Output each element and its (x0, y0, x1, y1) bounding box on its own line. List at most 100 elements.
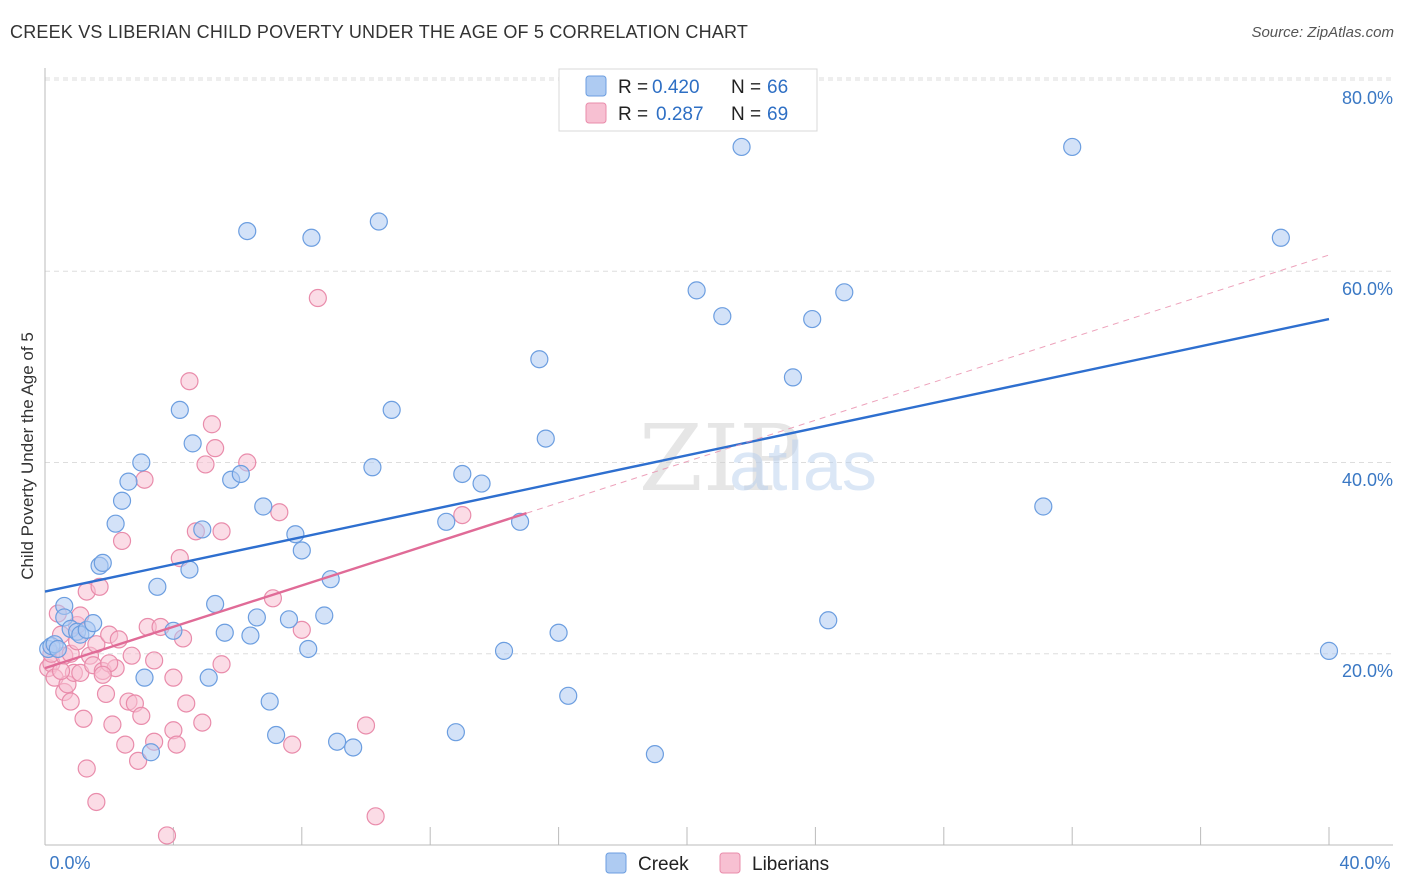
creek-point (93, 553, 112, 573)
liberians-point (157, 826, 177, 845)
liberians-point (206, 439, 225, 458)
creek-series (39, 137, 1339, 764)
creek-point (48, 639, 67, 659)
bottom-legend: Creek Liberians (605, 852, 829, 875)
creek-point (148, 577, 167, 596)
creek-point (260, 692, 279, 711)
liberians-point (135, 470, 154, 489)
liberians-point (308, 288, 327, 308)
liberians-point (193, 713, 212, 732)
creek-point (84, 614, 103, 633)
axes (44, 68, 1393, 846)
trend-lines (44, 254, 1330, 670)
creek-point (536, 429, 555, 448)
creek-point (803, 309, 822, 329)
bottom-legend-label-liberians: Liberians (752, 854, 829, 875)
creek-point (328, 732, 347, 751)
liberians-point (292, 620, 311, 639)
watermark-atlas: atlas (729, 427, 877, 505)
legend-n-label-creek: N = (731, 77, 761, 98)
legend-n-value-creek: 66 (767, 77, 788, 98)
liberians-trend-extension (526, 254, 1330, 514)
legend-r-value-creek: 0.420 (652, 77, 700, 98)
creek-point (231, 464, 250, 484)
y-tick-label-60: 60.0% (1342, 279, 1393, 299)
creek-point (315, 606, 334, 625)
creek-point (1063, 137, 1082, 157)
creek-point (106, 514, 125, 533)
creek-point (292, 541, 311, 560)
x-axis-ticks (44, 827, 1330, 845)
creek-point (254, 497, 273, 516)
creek-point (132, 453, 151, 472)
liberians-series (39, 288, 472, 845)
y-tick-label-20: 20.0% (1342, 661, 1393, 681)
creek-point (135, 668, 154, 687)
creek-point (1319, 641, 1339, 660)
creek-point (238, 221, 257, 241)
creek-point (241, 626, 260, 645)
liberians-point (122, 646, 141, 665)
creek-point (687, 281, 706, 300)
liberians-point (212, 522, 231, 541)
liberians-point (87, 792, 106, 812)
creek-point (344, 738, 363, 757)
creek-point (732, 137, 751, 157)
creek-point (363, 458, 382, 477)
y-tick-label-80: 80.0% (1342, 88, 1393, 108)
chart-title: CREEK VS LIBERIAN CHILD POVERTY UNDER TH… (10, 22, 749, 42)
liberians-point (212, 655, 231, 674)
creek-point (819, 611, 838, 630)
liberians-point (61, 692, 80, 711)
creek-point (180, 560, 199, 579)
liberians-point (366, 807, 385, 826)
creek-point (267, 725, 286, 745)
liberians-point (74, 709, 93, 728)
creek-point (141, 743, 161, 762)
liberians-point (96, 684, 116, 704)
x-tick-label-max: 40.0% (1339, 853, 1390, 873)
creek-point (559, 686, 578, 705)
liberians-point (202, 415, 222, 434)
creek-point (382, 400, 401, 420)
creek-point (645, 745, 665, 764)
liberians-point (180, 372, 199, 391)
liberians-point (103, 715, 122, 734)
bottom-legend-swatch-liberians (719, 852, 741, 874)
creek-point (119, 472, 138, 491)
legend-r-label-liberians: R = (618, 104, 648, 125)
creek-trend-line (44, 317, 1330, 593)
creek-point (302, 228, 321, 247)
legend-r-value-liberians: 0.287 (656, 104, 704, 125)
creek-point (713, 307, 732, 326)
bottom-legend-swatch-creek (605, 852, 627, 874)
liberians-point (90, 577, 109, 596)
legend-n-label-liberians: N = (731, 104, 761, 125)
x-tick-label-min: 0.0% (49, 853, 90, 873)
creek-point (199, 668, 218, 687)
liberians-point (164, 668, 183, 687)
creek-point (215, 623, 234, 642)
creek-point (299, 639, 318, 659)
legend-swatch-creek (585, 75, 607, 97)
watermark-zip: ZIP (639, 405, 801, 512)
legend-n-value-liberians: 69 (767, 104, 788, 125)
creek-point (1034, 497, 1053, 516)
creek-point (112, 491, 132, 510)
chart-source: Source: ZipAtlas.com (1251, 24, 1394, 41)
creek-point (437, 512, 456, 531)
creek-point (369, 212, 388, 231)
liberians-point (196, 455, 215, 474)
liberians-point (356, 716, 376, 735)
liberians-point (112, 531, 132, 551)
creek-point (247, 608, 266, 627)
liberians-point (177, 694, 196, 713)
legend-box: R = 0.420 N = 66 R = 0.287 N = 69 (558, 68, 818, 132)
creek-point (783, 368, 803, 387)
liberians-point (283, 735, 302, 754)
creek-point (170, 400, 189, 420)
liberians-point (453, 505, 472, 525)
creek-point (193, 520, 212, 539)
liberians-point (93, 665, 112, 684)
